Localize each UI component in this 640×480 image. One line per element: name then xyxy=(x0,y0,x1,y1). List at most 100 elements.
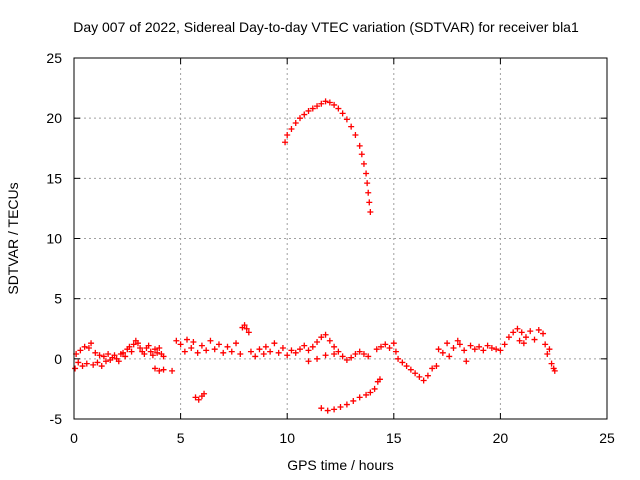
data-point xyxy=(322,352,329,359)
data-point xyxy=(156,367,163,374)
data-point xyxy=(207,337,214,344)
data-point xyxy=(322,331,329,338)
data-point xyxy=(262,343,269,350)
data-point xyxy=(366,199,373,206)
data-point xyxy=(510,329,517,336)
data-point xyxy=(288,125,295,132)
data-points xyxy=(72,98,558,414)
data-point xyxy=(420,377,427,384)
data-point xyxy=(192,394,199,401)
data-point xyxy=(279,345,286,352)
data-point xyxy=(365,189,372,196)
data-point xyxy=(122,353,129,360)
x-tick-label: 15 xyxy=(386,430,402,446)
y-tick-label: 5 xyxy=(54,291,62,307)
data-point xyxy=(376,376,383,383)
data-point xyxy=(100,353,107,360)
data-point xyxy=(77,347,84,354)
data-point xyxy=(92,349,99,356)
data-point xyxy=(94,359,101,366)
data-point xyxy=(134,340,141,347)
data-point xyxy=(331,343,338,350)
data-point xyxy=(467,342,474,349)
data-point xyxy=(215,341,222,348)
data-point xyxy=(358,151,365,158)
data-point xyxy=(309,343,316,350)
data-point xyxy=(102,358,109,365)
data-point xyxy=(424,372,431,379)
data-point xyxy=(352,132,359,139)
data-point xyxy=(275,349,282,356)
data-point xyxy=(247,348,254,355)
data-point xyxy=(356,348,363,355)
data-point xyxy=(395,355,402,362)
data-point xyxy=(154,349,161,356)
data-point xyxy=(177,341,184,348)
data-point xyxy=(484,342,491,349)
data-point xyxy=(343,401,350,408)
data-point xyxy=(156,345,163,352)
data-point xyxy=(363,391,370,398)
data-point xyxy=(331,406,338,413)
data-point xyxy=(546,346,553,353)
data-point xyxy=(343,357,350,364)
data-point xyxy=(220,349,227,356)
data-point xyxy=(296,346,303,353)
data-point xyxy=(360,160,367,167)
data-point xyxy=(211,346,218,353)
data-point xyxy=(540,330,547,337)
data-point xyxy=(120,349,127,356)
data-point xyxy=(444,340,451,347)
data-point xyxy=(551,367,558,374)
data-point xyxy=(149,352,156,359)
series-baseline xyxy=(72,322,558,384)
data-point xyxy=(488,345,495,352)
data-point xyxy=(305,358,312,365)
data-point xyxy=(548,360,555,367)
series-arc-high xyxy=(282,98,374,216)
data-point xyxy=(322,98,329,105)
data-point xyxy=(309,105,316,112)
x-tick-label: 20 xyxy=(493,430,509,446)
data-point xyxy=(128,348,135,355)
data-point xyxy=(343,116,350,123)
y-tick-label: -5 xyxy=(50,411,63,427)
data-point xyxy=(256,346,263,353)
data-point xyxy=(407,366,414,373)
data-point xyxy=(301,342,308,349)
data-point xyxy=(371,385,378,392)
data-point xyxy=(252,353,259,360)
data-point xyxy=(535,326,542,333)
data-point xyxy=(514,325,521,332)
data-point xyxy=(403,363,410,370)
x-tick-label: 0 xyxy=(70,430,78,446)
data-point xyxy=(203,347,210,354)
data-point xyxy=(435,346,442,353)
data-point xyxy=(314,355,321,362)
y-tick-label: 25 xyxy=(46,50,62,66)
data-point xyxy=(160,366,167,373)
data-point xyxy=(471,346,478,353)
data-point xyxy=(147,348,154,355)
data-point xyxy=(544,351,551,358)
data-point xyxy=(198,342,205,349)
data-point xyxy=(360,351,367,358)
data-point xyxy=(454,337,461,344)
data-point xyxy=(160,353,167,360)
data-point xyxy=(522,334,529,341)
data-point xyxy=(111,352,118,359)
data-point xyxy=(326,337,333,344)
data-point xyxy=(412,370,419,377)
data-point xyxy=(115,358,122,365)
data-point xyxy=(339,110,346,117)
data-point xyxy=(318,334,325,341)
data-point xyxy=(98,363,105,370)
x-axis-label: GPS time / hours xyxy=(287,457,394,473)
data-point xyxy=(531,336,538,343)
data-point xyxy=(260,351,267,358)
x-tick-label: 10 xyxy=(279,430,295,446)
data-point xyxy=(476,343,483,350)
data-point xyxy=(282,139,289,146)
data-point xyxy=(542,341,549,348)
